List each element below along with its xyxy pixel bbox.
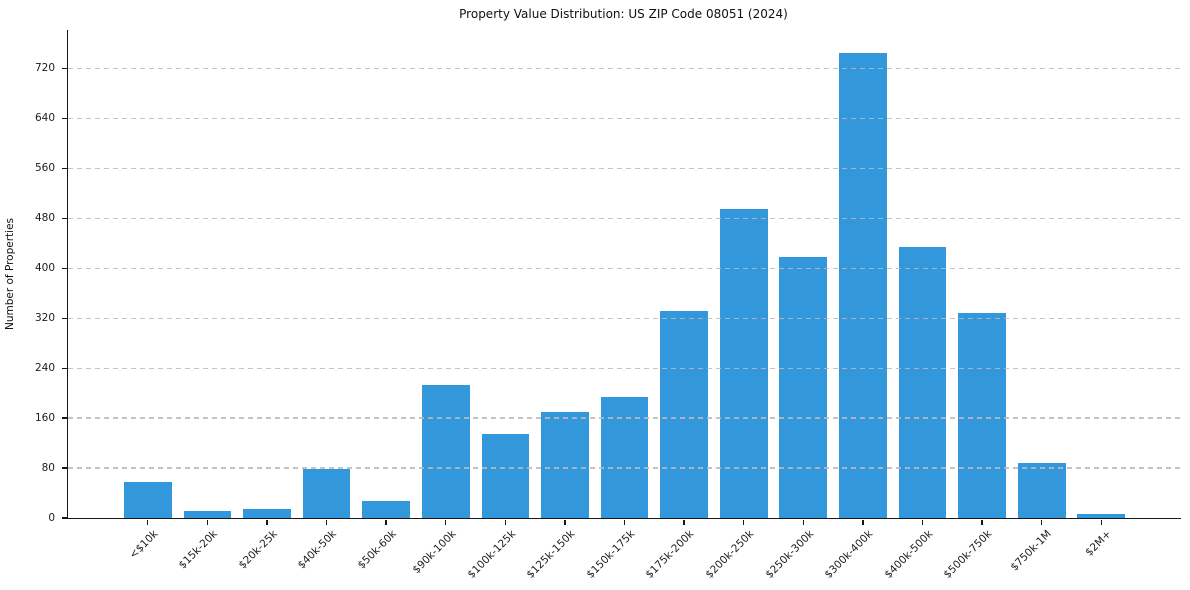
x-tick-mark: [504, 519, 507, 525]
bar: [123, 481, 172, 518]
x-tick-label: $150k-175k: [584, 528, 638, 581]
bar-slot: $100k-125k: [465, 30, 536, 581]
bar: [779, 256, 828, 518]
x-tick-label: $500k-750k: [941, 528, 995, 581]
x-tick-mark: [325, 519, 328, 525]
x-tick-label: $175k-200k: [643, 528, 697, 581]
x-tick-mark: [862, 519, 864, 525]
y-tick-mark: [62, 117, 67, 120]
y-tick-label: 320: [34, 311, 55, 324]
y-tick-label: 480: [34, 211, 55, 224]
bar: [541, 411, 589, 518]
x-tick-mark: [1041, 519, 1043, 525]
bar: [898, 246, 947, 518]
y-tick-mark: [62, 267, 67, 270]
bar-slot: $400k-500k: [882, 30, 953, 581]
y-tick-mark: [62, 467, 67, 469]
y-tick-label: 240: [34, 361, 55, 374]
x-tick-mark: [802, 519, 805, 525]
y-tick-mark: [62, 517, 67, 519]
bar: [183, 510, 232, 518]
y-tick-label: 160: [34, 411, 55, 424]
y-tick-mark: [62, 167, 67, 170]
bar: [481, 433, 530, 518]
x-tick-label: <$10k: [127, 528, 161, 562]
x-tick-label: $2M+: [1083, 528, 1114, 559]
x-tick-label: $400k-500k: [882, 528, 936, 581]
x-tick-label: $50k-60k: [355, 528, 399, 572]
bar: [1017, 463, 1066, 518]
x-tick-label: $200k-250k: [703, 528, 757, 581]
x-tick-label: $125k-150k: [524, 528, 578, 581]
y-tick-mark: [62, 367, 67, 369]
bar: [660, 310, 708, 518]
x-tick-label: $90k-100k: [410, 528, 459, 577]
bar-slot: $15k-20k: [176, 30, 238, 571]
bar-slot: $750k-1M: [1009, 30, 1072, 573]
bar: [958, 313, 1006, 518]
bar-slot: $175k-200k: [644, 30, 714, 581]
x-tick-label: $100k-125k: [465, 528, 518, 581]
y-tick-label: 0: [48, 511, 55, 524]
x-tick-mark: [206, 519, 209, 525]
x-tick-label: $750k-1M: [1008, 528, 1055, 574]
bar-slot: $50k-60k: [355, 30, 416, 571]
y-tick-label: 80: [41, 461, 55, 474]
bars-layer: <$10k $15k-20k $20k-25k $40k-50k $50k-60k $90…: [68, 30, 1181, 581]
y-tick-mark: [62, 68, 67, 70]
x-tick-mark: [445, 519, 447, 525]
y-tick-label: 720: [34, 62, 55, 75]
x-tick-mark: [147, 519, 149, 525]
bar-slot: $300k-400k: [823, 30, 893, 581]
bar-slot: $125k-150k: [525, 30, 595, 581]
x-tick-mark: [266, 519, 268, 525]
bar-slot: $20k-25k: [236, 30, 297, 571]
x-tick-mark: [1100, 519, 1102, 525]
bar: [600, 396, 649, 518]
x-tick-mark: [683, 519, 685, 525]
x-tick-label: $15k-20k: [176, 528, 220, 572]
bar: [719, 208, 768, 518]
y-tick-label: 400: [34, 261, 55, 274]
bar: [362, 501, 410, 518]
y-tick-mark: [62, 317, 67, 320]
bar: [839, 53, 887, 518]
x-tick-label: $300k-400k: [822, 528, 876, 581]
bar-slot: $2M+: [1072, 30, 1132, 559]
bar-slot: <$10k: [118, 30, 178, 561]
bar: [302, 468, 351, 518]
x-tick-mark: [743, 519, 745, 525]
bar: [243, 509, 291, 518]
y-tick-label: 560: [34, 162, 55, 175]
bar: [421, 384, 470, 518]
y-tick-mark: [62, 417, 67, 419]
bar: [1077, 513, 1126, 518]
bar-slot: $200k-250k: [703, 30, 774, 581]
chart-title: Property Value Distribution: US ZIP Code…: [459, 7, 788, 21]
bar-slot: $500k-750k: [942, 30, 1012, 581]
plot-area: <$10k $15k-20k $20k-25k $40k-50k $50k-60k $90…: [67, 30, 1181, 581]
y-tick-label: 640: [34, 112, 55, 125]
x-tick-mark: [981, 519, 983, 525]
x-tick-label: $20k-25k: [236, 528, 280, 572]
x-tick-mark: [623, 519, 626, 525]
x-tick-label: $40k-50k: [295, 528, 340, 572]
x-tick-label: $250k-300k: [762, 528, 816, 581]
bar-slot: $40k-50k: [296, 30, 357, 571]
y-axis-ticks: 0 80 160 240 320 400 480 560 640 720: [0, 30, 67, 524]
bar-slot: $90k-100k: [410, 30, 476, 576]
x-tick-mark: [564, 519, 566, 525]
bar-slot: $150k-175k: [584, 30, 655, 581]
y-tick-mark: [62, 217, 67, 220]
x-tick-mark: [921, 519, 924, 525]
bar-slot: $250k-300k: [763, 30, 834, 581]
x-tick-mark: [385, 519, 387, 525]
